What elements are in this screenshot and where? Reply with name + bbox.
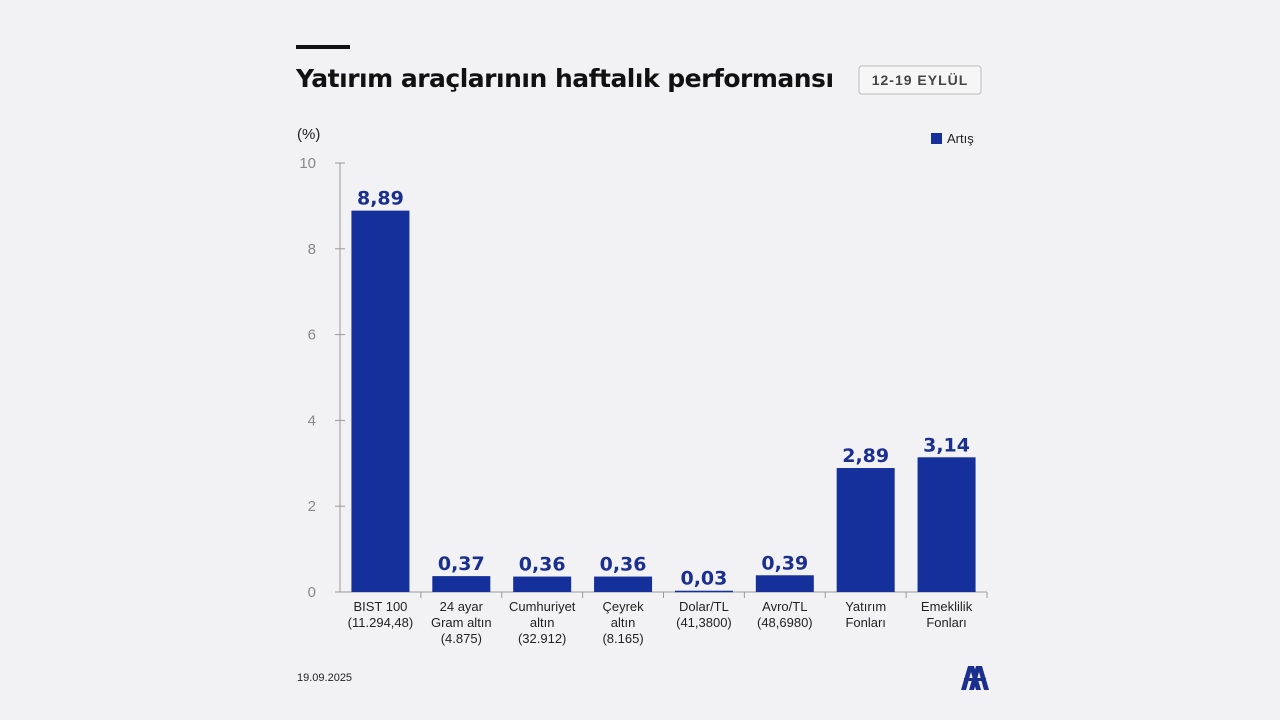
y-tick-label: 2: [308, 498, 316, 515]
bar-value-label: 0,36: [519, 554, 566, 576]
x-category-label: Dolar/TL: [679, 599, 729, 614]
title-accent-line: [296, 45, 350, 49]
bar-value-label: 8,89: [357, 188, 404, 210]
bar: [917, 457, 976, 592]
bar-value-label: 3,14: [923, 434, 970, 456]
bar: [432, 576, 491, 592]
bar: [674, 590, 733, 593]
x-category-label: Avro/TL: [762, 599, 807, 614]
bar-value-label: 0,39: [761, 552, 808, 574]
date-badge-text: 12-19 EYLÜL: [872, 72, 969, 88]
y-tick-label: 10: [299, 155, 316, 172]
x-category-label: 24 ayar: [440, 599, 484, 614]
y-tick-label: 8: [308, 241, 316, 258]
x-category-label: Gram altın: [431, 615, 492, 630]
bar-value-label: 0,37: [438, 553, 485, 575]
y-tick-label: 4: [308, 412, 316, 429]
x-category-label: BIST 100: [353, 599, 407, 614]
x-category-label: (32.912): [518, 631, 566, 646]
bar-value-label: 0,36: [600, 554, 647, 576]
x-category-label: Çeyrek: [602, 599, 644, 614]
x-category-label: Yatırım: [845, 599, 886, 614]
x-category-label: Fonları: [845, 615, 885, 630]
x-category-label: (11.294,48): [348, 615, 414, 630]
bar: [513, 576, 572, 592]
chart-title: Yatırım araçlarının haftalık performansı: [295, 64, 834, 93]
bar: [836, 468, 895, 592]
legend-label: Artış: [947, 131, 974, 146]
x-category-label: (4.875): [441, 631, 482, 646]
bar-value-label: 2,89: [842, 445, 889, 467]
legend-swatch: [931, 133, 942, 144]
x-category-label: (41,3800): [676, 615, 732, 630]
x-category-label: altın: [530, 615, 555, 630]
x-category-label: Cumhuriyet: [509, 599, 576, 614]
date-badge: [858, 65, 982, 95]
bar: [755, 575, 814, 592]
y-tick-label: 6: [308, 327, 316, 344]
x-category-label: altın: [611, 615, 636, 630]
bar: [351, 210, 410, 592]
y-tick-label: 0: [308, 584, 316, 601]
y-axis-unit: (%): [297, 126, 320, 143]
x-category-label: (8.165): [602, 631, 643, 646]
x-category-label: Fonları: [926, 615, 966, 630]
footer-date: 19.09.2025: [297, 672, 352, 684]
aa-logo: [961, 666, 989, 690]
x-category-label: Emeklilik: [921, 599, 973, 614]
x-category-label: (48,6980): [757, 615, 813, 630]
bar-value-label: 0,03: [680, 568, 727, 590]
bar: [594, 576, 653, 592]
